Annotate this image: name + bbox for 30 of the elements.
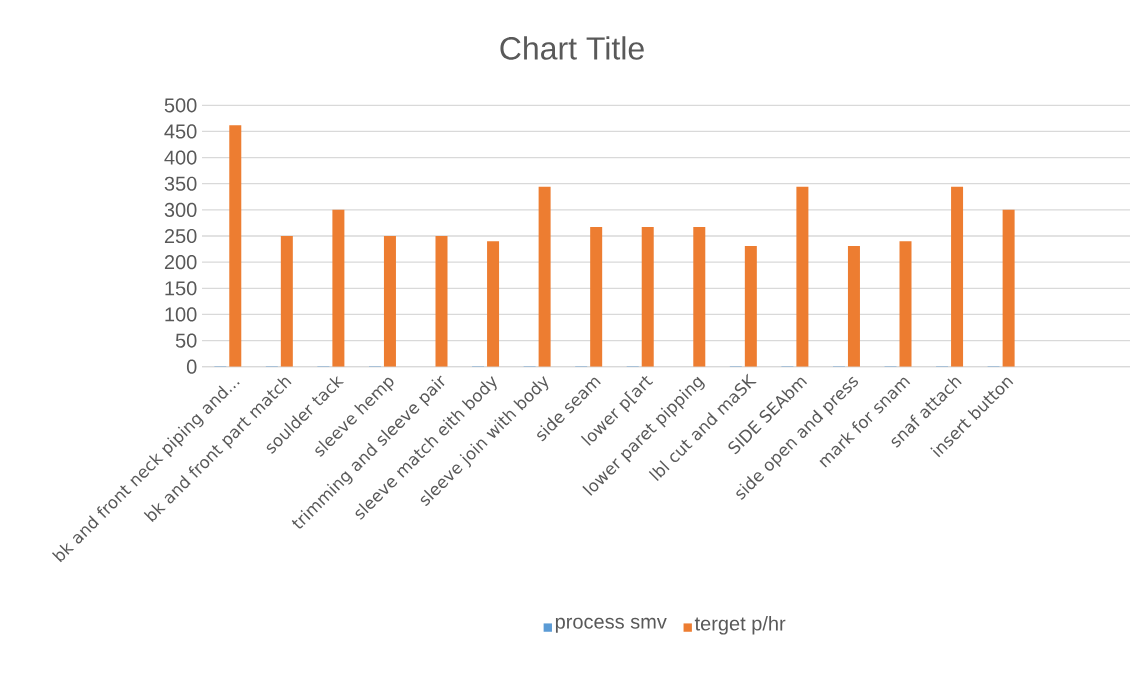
bar bbox=[435, 236, 448, 367]
y-tick-label: 500 bbox=[164, 98, 197, 113]
bar bbox=[280, 236, 293, 367]
y-tick-label: 50 bbox=[175, 333, 197, 348]
bar bbox=[383, 236, 396, 367]
bar bbox=[229, 125, 242, 367]
y-tick-label: 400 bbox=[164, 150, 197, 165]
y-tick-label: 450 bbox=[164, 124, 197, 139]
bar bbox=[693, 227, 706, 367]
bar bbox=[899, 241, 912, 367]
chart-title: Chart Title bbox=[500, 36, 644, 60]
y-tick-label: 150 bbox=[165, 281, 197, 296]
y-tick-label: 300 bbox=[164, 202, 197, 217]
bar bbox=[847, 245, 860, 367]
y-tick-label: 250 bbox=[164, 228, 197, 244]
y-tick-label: 100 bbox=[165, 307, 197, 322]
bar bbox=[538, 186, 551, 367]
bar bbox=[641, 227, 654, 367]
bar bbox=[744, 245, 757, 367]
legend-label: terget p/hr bbox=[694, 615, 786, 635]
bar bbox=[1002, 209, 1015, 367]
legend-label: process smv bbox=[555, 617, 667, 633]
y-tick-label: 350 bbox=[164, 176, 197, 191]
bar bbox=[951, 186, 964, 367]
bar bbox=[796, 186, 809, 367]
y-tick-label: 0 bbox=[186, 359, 197, 374]
bar bbox=[332, 209, 345, 367]
y-tick-label: 200 bbox=[164, 255, 197, 270]
bar bbox=[487, 241, 500, 367]
bar bbox=[590, 227, 603, 367]
